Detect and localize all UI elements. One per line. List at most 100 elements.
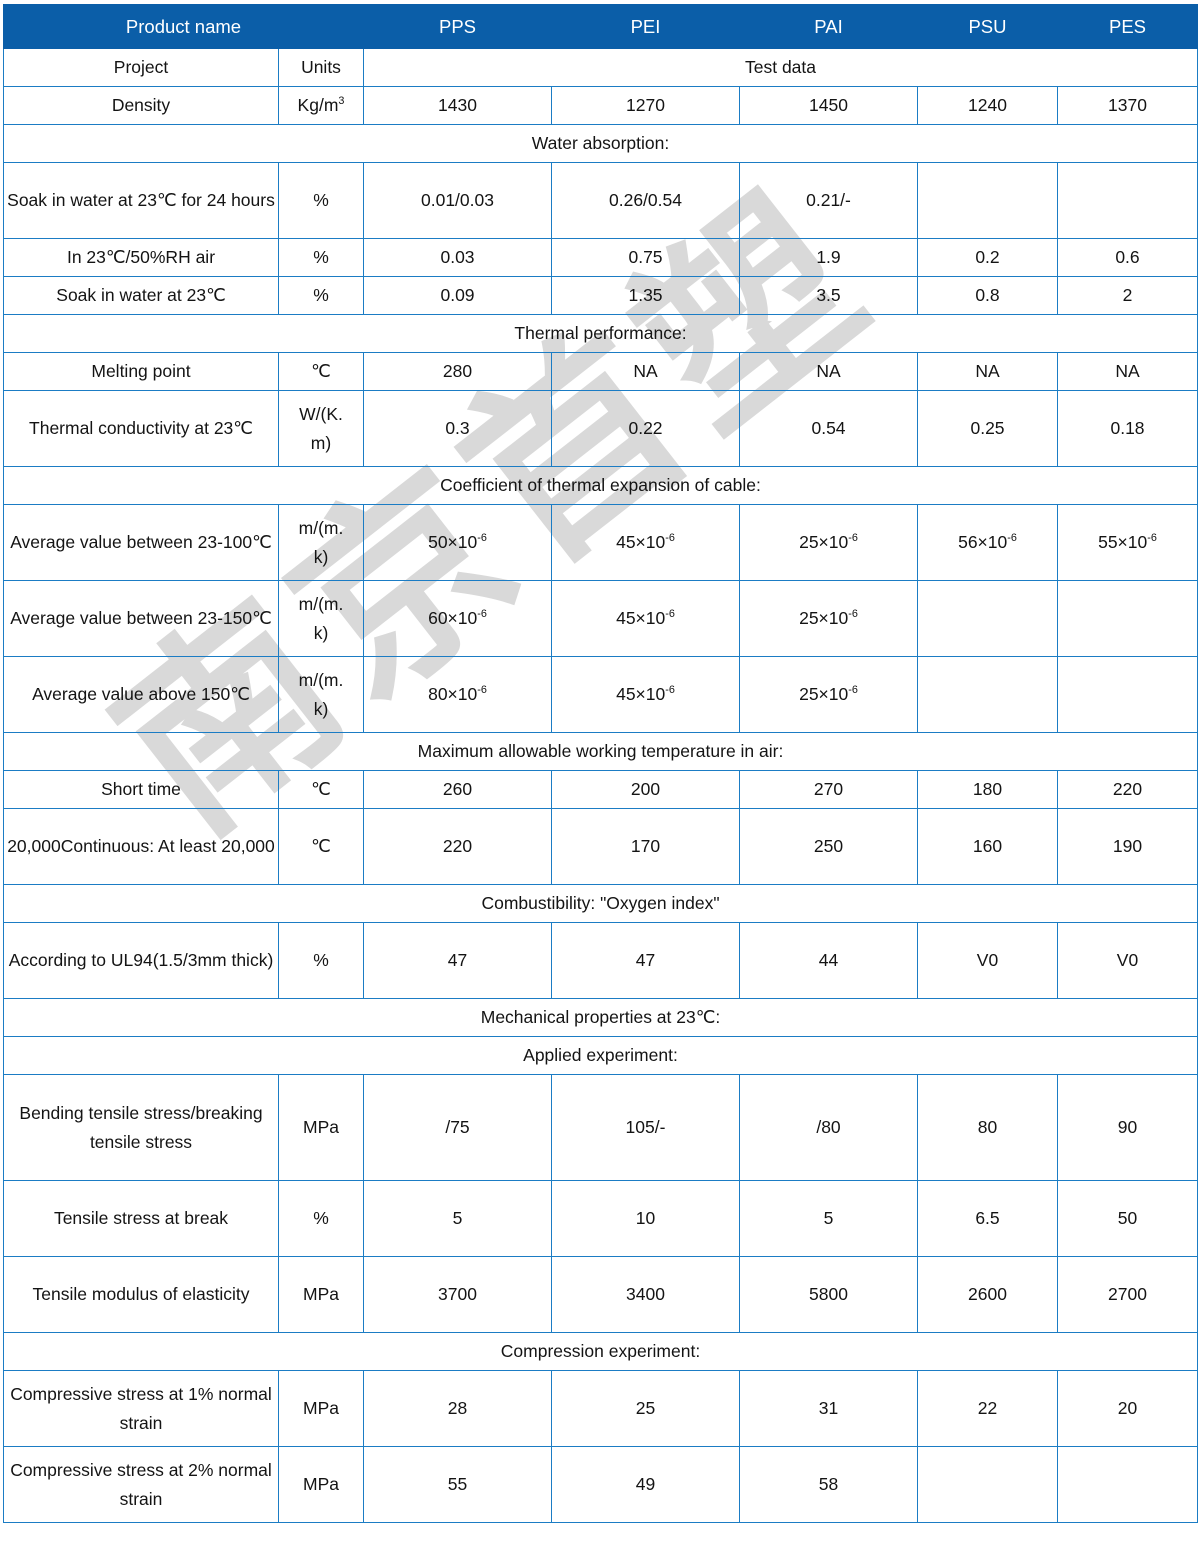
column-header-pps: PPS bbox=[363, 4, 552, 49]
value-pai: /80 bbox=[739, 1074, 918, 1181]
table-row: Bending tensile stress/breaking tensile … bbox=[3, 1074, 1198, 1181]
property-label: Average value between 23-100℃ bbox=[3, 504, 279, 581]
value-psu bbox=[917, 656, 1058, 733]
property-units: % bbox=[278, 162, 364, 239]
table-row: Average value between 23-100℃ m/(m. k) 50×1… bbox=[3, 504, 1198, 581]
property-label: 20,000Continuous: At least 20,000 bbox=[3, 808, 279, 885]
value-pei: NA bbox=[551, 352, 740, 391]
value-pai: 3.5 bbox=[739, 276, 918, 315]
section-header-row: Maximum allowable working temperature in… bbox=[3, 732, 1198, 771]
value-pei: 45×10-6 bbox=[551, 656, 740, 733]
property-units: m/(m. k) bbox=[278, 504, 364, 581]
section-label: Maximum allowable working temperature in… bbox=[3, 732, 1198, 771]
value-pps: 55 bbox=[363, 1446, 552, 1523]
table-row: Thermal conductivity at 23℃ W/(K. m) 0.3 0.2… bbox=[3, 390, 1198, 467]
property-units: m/(m. k) bbox=[278, 580, 364, 657]
value-psu: V0 bbox=[917, 922, 1058, 999]
property-label: Tensile modulus of elasticity bbox=[3, 1256, 279, 1333]
section-header-row: Water absorption: bbox=[3, 124, 1198, 163]
table-row: Short time ℃ 260 200 270 180 220 bbox=[3, 770, 1198, 809]
value-psu: 2600 bbox=[917, 1256, 1058, 1333]
value-pei: 0.75 bbox=[551, 238, 740, 277]
value-pei: 1270 bbox=[551, 86, 740, 125]
value-pei: 0.22 bbox=[551, 390, 740, 467]
table-row: Melting point ℃ 280 NA NA NA NA bbox=[3, 352, 1198, 391]
property-units: MPa bbox=[278, 1256, 364, 1333]
value-pps: 0.3 bbox=[363, 390, 552, 467]
value-psu: 22 bbox=[917, 1370, 1058, 1447]
value-psu: 0.8 bbox=[917, 276, 1058, 315]
value-psu bbox=[917, 162, 1058, 239]
column-header-pes: PES bbox=[1057, 4, 1198, 49]
property-units: m/(m. k) bbox=[278, 656, 364, 733]
subheader-test-data: Test data bbox=[363, 48, 1198, 87]
value-pei: 170 bbox=[551, 808, 740, 885]
section-label: Applied experiment: bbox=[3, 1036, 1198, 1075]
property-label: Soak in water at 23℃ for 24 hours bbox=[3, 162, 279, 239]
table-row: Soak in water at 23℃% 0.09 1.35 3.5 0.8 2 bbox=[3, 276, 1198, 315]
table-subheader-row: Project Units Test data bbox=[3, 48, 1198, 87]
section-header-row: Applied experiment: bbox=[3, 1036, 1198, 1075]
subheader-project: Project bbox=[3, 48, 279, 87]
property-units: ℃ bbox=[278, 770, 364, 809]
value-pes: NA bbox=[1057, 352, 1198, 391]
value-psu: NA bbox=[917, 352, 1058, 391]
value-psu: 160 bbox=[917, 808, 1058, 885]
value-psu: 56×10-6 bbox=[917, 504, 1058, 581]
section-label: Compression experiment: bbox=[3, 1332, 1198, 1371]
value-pps: 1430 bbox=[363, 86, 552, 125]
value-pai: 1.9 bbox=[739, 238, 918, 277]
value-pes: 50 bbox=[1057, 1180, 1198, 1257]
value-pei: 45×10-6 bbox=[551, 504, 740, 581]
property-units: ℃ bbox=[278, 808, 364, 885]
property-label: Average value between 23-150℃ bbox=[3, 580, 279, 657]
property-units: MPa bbox=[278, 1074, 364, 1181]
value-pes: 55×10-6 bbox=[1057, 504, 1198, 581]
table-row: According to UL94(1.5/3mm thick)% 47 47 44 V… bbox=[3, 922, 1198, 999]
table-row: Average value between 23-150℃ m/(m. k) 60×1… bbox=[3, 580, 1198, 657]
table-row: In 23℃/50%RH air% 0.03 0.75 1.9 0.2 0.6 bbox=[3, 238, 1198, 277]
table-row: Compressive stress at 2% normal strain MP… bbox=[3, 1446, 1198, 1523]
section-label: Combustibility: "Oxygen index" bbox=[3, 884, 1198, 923]
value-pai: 1450 bbox=[739, 86, 918, 125]
property-units: % bbox=[278, 1180, 364, 1257]
value-pei: 1.35 bbox=[551, 276, 740, 315]
value-pes: 20 bbox=[1057, 1370, 1198, 1447]
column-header-product-name: Product name bbox=[3, 4, 364, 49]
value-pps: /75 bbox=[363, 1074, 552, 1181]
section-header-row: Mechanical properties at 23℃: bbox=[3, 998, 1198, 1037]
section-header-row: Coefficient of thermal expansion of cabl… bbox=[3, 466, 1198, 505]
property-label: Average value above 150℃ bbox=[3, 656, 279, 733]
value-pai: 0.54 bbox=[739, 390, 918, 467]
value-pes: 0.6 bbox=[1057, 238, 1198, 277]
column-header-psu: PSU bbox=[917, 4, 1058, 49]
property-units: MPa bbox=[278, 1370, 364, 1447]
table-row: Tensile stress at break% 5 10 5 6.5 50 bbox=[3, 1180, 1198, 1257]
table-row: Average value above 150℃ m/(m. k) 80×10-6 45… bbox=[3, 656, 1198, 733]
value-pai: 31 bbox=[739, 1370, 918, 1447]
table-row: Tensile modulus of elasticity MPa 3700 3400… bbox=[3, 1256, 1198, 1333]
property-units: W/(K. m) bbox=[278, 390, 364, 467]
value-pai: 270 bbox=[739, 770, 918, 809]
property-label: According to UL94(1.5/3mm thick) bbox=[3, 922, 279, 999]
value-psu bbox=[917, 580, 1058, 657]
property-label: Compressive stress at 1% normal strain bbox=[3, 1370, 279, 1447]
value-pes bbox=[1057, 1446, 1198, 1523]
value-pei: 200 bbox=[551, 770, 740, 809]
value-pes: V0 bbox=[1057, 922, 1198, 999]
value-pei: 0.26/0.54 bbox=[551, 162, 740, 239]
column-header-pai: PAI bbox=[739, 4, 918, 49]
value-pei: 3400 bbox=[551, 1256, 740, 1333]
value-pps: 0.03 bbox=[363, 238, 552, 277]
table-row: Density Kg/m3 1430 1270 1450 1240 1370 bbox=[3, 86, 1198, 125]
subheader-units: Units bbox=[278, 48, 364, 87]
value-pai: 25×10-6 bbox=[739, 656, 918, 733]
value-pps: 60×10-6 bbox=[363, 580, 552, 657]
value-pps: 0.01/0.03 bbox=[363, 162, 552, 239]
property-label: In 23℃/50%RH air bbox=[3, 238, 279, 277]
value-pei: 105/- bbox=[551, 1074, 740, 1181]
value-pps: 47 bbox=[363, 922, 552, 999]
value-psu: 0.25 bbox=[917, 390, 1058, 467]
property-label: Bending tensile stress/breaking tensile … bbox=[3, 1074, 279, 1181]
value-pai: 5800 bbox=[739, 1256, 918, 1333]
